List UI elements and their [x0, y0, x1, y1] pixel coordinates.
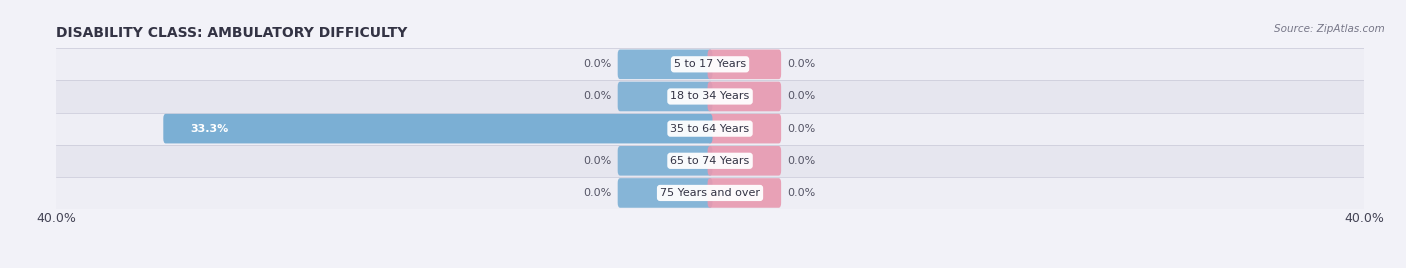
FancyBboxPatch shape — [707, 178, 782, 208]
FancyBboxPatch shape — [617, 82, 713, 111]
Text: 33.3%: 33.3% — [190, 124, 229, 134]
Bar — [56, 177, 1364, 209]
Text: 0.0%: 0.0% — [583, 188, 612, 198]
Text: 65 to 74 Years: 65 to 74 Years — [671, 156, 749, 166]
FancyBboxPatch shape — [707, 50, 782, 79]
Text: 75 Years and over: 75 Years and over — [659, 188, 761, 198]
FancyBboxPatch shape — [617, 178, 713, 208]
FancyBboxPatch shape — [163, 114, 713, 143]
Bar — [56, 113, 1364, 145]
Text: 0.0%: 0.0% — [583, 59, 612, 69]
Text: 0.0%: 0.0% — [787, 124, 815, 134]
Text: Source: ZipAtlas.com: Source: ZipAtlas.com — [1274, 24, 1385, 34]
Text: 0.0%: 0.0% — [583, 91, 612, 102]
Text: 5 to 17 Years: 5 to 17 Years — [673, 59, 747, 69]
Bar — [56, 145, 1364, 177]
FancyBboxPatch shape — [707, 82, 782, 111]
Text: 0.0%: 0.0% — [787, 188, 815, 198]
Text: 0.0%: 0.0% — [787, 156, 815, 166]
Text: 18 to 34 Years: 18 to 34 Years — [671, 91, 749, 102]
Text: 0.0%: 0.0% — [787, 91, 815, 102]
Bar — [56, 48, 1364, 80]
Text: 0.0%: 0.0% — [787, 59, 815, 69]
FancyBboxPatch shape — [707, 146, 782, 176]
Text: DISABILITY CLASS: AMBULATORY DIFFICULTY: DISABILITY CLASS: AMBULATORY DIFFICULTY — [56, 26, 408, 40]
Bar — [56, 80, 1364, 113]
FancyBboxPatch shape — [707, 114, 782, 143]
FancyBboxPatch shape — [617, 50, 713, 79]
Text: 0.0%: 0.0% — [583, 156, 612, 166]
Text: 35 to 64 Years: 35 to 64 Years — [671, 124, 749, 134]
FancyBboxPatch shape — [617, 146, 713, 176]
